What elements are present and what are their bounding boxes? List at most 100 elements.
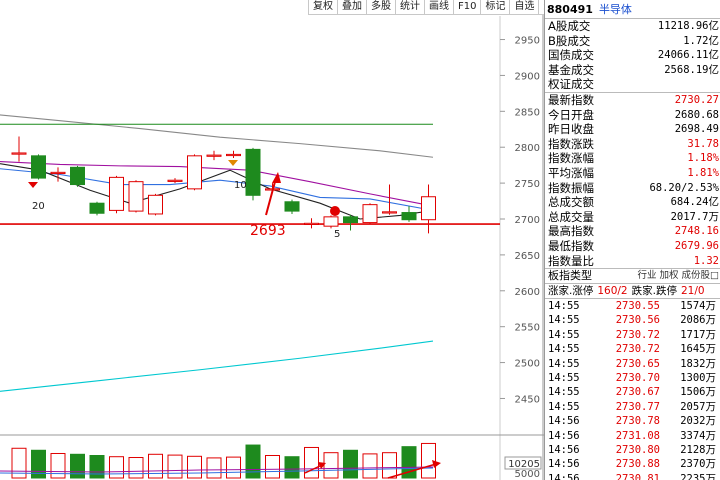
- toolbar-button[interactable]: 统计: [395, 0, 424, 15]
- volume-bar: [50, 452, 66, 479]
- price-tick-label: 2950: [515, 36, 540, 47]
- stat-label: 总成交额: [548, 195, 594, 210]
- candle-body: [167, 179, 183, 182]
- stat-value: 2017.7万: [670, 210, 719, 223]
- tick-row: 14:55 2730.65 1832万: [545, 357, 720, 371]
- volume-bar: [70, 453, 85, 479]
- candle-body: [128, 181, 144, 212]
- volume-bar: [362, 453, 378, 479]
- toolbar-button[interactable]: 复权: [308, 0, 337, 15]
- volume-arrow-icon: [304, 464, 323, 474]
- price-tick-label: 2600: [515, 287, 540, 298]
- toolbar-button[interactable]: 画线: [424, 0, 453, 15]
- tick-time: 14:55: [548, 343, 580, 356]
- stat-label: B股成交: [548, 33, 591, 48]
- index-code: 880491: [547, 2, 593, 16]
- kline-chart[interactable]: 20 10 5 2693 2950 2900 2850 2800 2750 2700 2650 26…: [0, 0, 544, 480]
- volume-bar: [109, 456, 124, 479]
- tick-time: 14:56: [548, 429, 580, 442]
- volume-bar: [304, 446, 319, 479]
- stat-label: 指数量比: [548, 253, 594, 268]
- volume-arrow-icon: [387, 463, 437, 479]
- quote-panel: 880491 半导体 A股成交 11218.96亿 B股成交 1.72亿 国债成交 240…: [544, 0, 720, 480]
- volume-bar: [167, 454, 183, 479]
- tick-volume: 1300万: [680, 372, 716, 385]
- stat-value: 2679.96: [674, 239, 719, 252]
- stat-value: 2680.68: [674, 108, 719, 121]
- stat-row: B股成交 1.72亿: [545, 34, 720, 49]
- tick-price: 2730.77: [615, 400, 660, 413]
- price-tick-label: 2650: [515, 251, 540, 262]
- tick-row: 14:56 2731.08 3374万: [545, 429, 720, 443]
- candle-body: [11, 152, 27, 155]
- tick-row: 14:56 2730.78 2032万: [545, 414, 720, 428]
- price-tick-label: 2850: [515, 107, 540, 118]
- volume-bar: [245, 444, 261, 479]
- tick-time: 14:55: [548, 314, 580, 327]
- price-tick-label: 2550: [515, 323, 540, 334]
- stat-label: 今日开盘: [548, 107, 594, 122]
- tick-volume: 2057万: [680, 400, 716, 413]
- quote-stats: 最新指数 2730.27 今日开盘 2680.68 昨日收盘 2698.49 指数涨跌 31.…: [545, 91, 720, 268]
- fall-value: 21/0: [680, 285, 705, 298]
- toolbar-button[interactable]: 多股: [366, 0, 395, 15]
- candle-body: [362, 204, 378, 224]
- chart-grid: [0, 0, 544, 480]
- candle-body: [70, 166, 85, 186]
- tick-volume: 1832万: [680, 357, 716, 370]
- volume-mid-label: 5000: [515, 469, 540, 480]
- stat-row: 国债成交 24066.11亿: [545, 48, 720, 63]
- stat-row: 指数涨幅 1.18%: [545, 151, 720, 166]
- board-type-label: 板指类型: [548, 269, 592, 283]
- stat-label: 指数振幅: [548, 180, 594, 195]
- tick-time: 14:56: [548, 415, 580, 428]
- stat-row: 平均涨幅 1.81%: [545, 166, 720, 181]
- price-tick-label: 2500: [515, 359, 540, 370]
- stat-label: 平均涨幅: [548, 165, 594, 180]
- stat-label: 最新指数: [548, 92, 594, 107]
- tick-price: 2730.88: [615, 458, 660, 471]
- board-type-tabs[interactable]: 行业 加权 成份股□: [637, 270, 719, 282]
- stat-value: 2698.49: [674, 123, 719, 136]
- volume-bar: [421, 442, 436, 479]
- stat-row: 今日开盘 2680.68: [545, 108, 720, 123]
- tick-price: 2730.72: [615, 343, 660, 356]
- tick-price: 2730.70: [615, 372, 660, 385]
- stat-value: 68.20/2.53%: [649, 181, 719, 194]
- stat-row: 指数振幅 68.20/2.53%: [545, 181, 720, 196]
- rise-value: 160/2: [597, 285, 628, 298]
- toolbar-button[interactable]: 叠加: [337, 0, 366, 15]
- tick-row: 14:56 2730.81 2235万: [545, 472, 720, 480]
- tick-volume: 1506万: [680, 386, 716, 399]
- chart-annotations: 20 10 5 2693: [28, 160, 441, 479]
- stat-value: 2568.19亿: [664, 63, 719, 76]
- index-name[interactable]: 半导体: [598, 3, 632, 16]
- toolbar-button[interactable]: 标记: [480, 0, 510, 15]
- candle-body: [206, 154, 222, 157]
- toolbar-button[interactable]: 自选: [509, 0, 539, 15]
- candle-body: [31, 155, 46, 179]
- stat-label: 指数涨幅: [548, 151, 594, 166]
- tick-time: 14:56: [548, 458, 580, 471]
- tick-volume: 2032万: [680, 415, 716, 428]
- rise-fall-counts: 涨家.涨停 160/2 跌家.跌停 21/0: [545, 283, 720, 300]
- tick-time: 14:55: [548, 328, 580, 341]
- tick-volume: 2128万: [680, 444, 716, 456]
- volume-bar: [265, 455, 280, 479]
- volume-bar: [343, 449, 358, 479]
- annotation-5: 5: [334, 229, 340, 240]
- tick-time: 14:55: [548, 357, 580, 370]
- tick-price: 2730.78: [615, 415, 660, 428]
- tick-price: 2730.72: [615, 328, 660, 341]
- candle-body: [343, 216, 358, 224]
- stat-label: 权证成交: [548, 77, 594, 92]
- toolbar-button[interactable]: F10: [453, 0, 481, 15]
- tick-list[interactable]: 14:55 2730.55 1574万 14:55 2730.56 2086万 14:55 2…: [545, 299, 720, 480]
- volume-bar: [11, 447, 27, 479]
- stat-value: 1.18%: [687, 152, 719, 165]
- stat-label: 指数涨跌: [548, 136, 594, 151]
- rise-label: 涨家.涨停: [548, 285, 594, 298]
- annotation-10: 10: [234, 180, 247, 191]
- tick-row: 14:55 2730.55 1574万: [545, 299, 720, 313]
- tick-volume: 1645万: [680, 343, 716, 356]
